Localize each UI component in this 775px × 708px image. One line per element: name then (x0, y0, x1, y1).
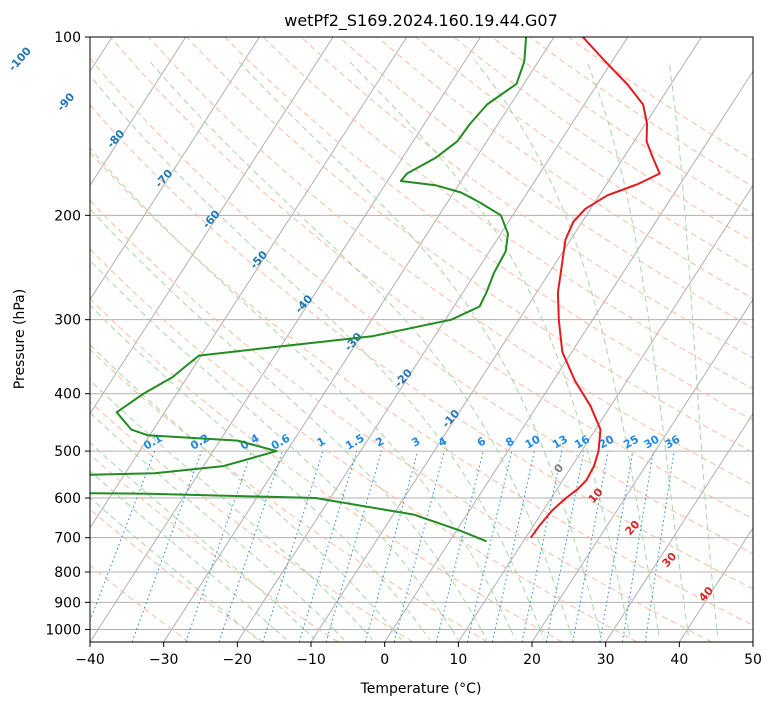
mixing-ratio-line (364, 450, 419, 642)
moist-adiabat-line (90, 412, 345, 640)
isotherm-line (90, 37, 481, 642)
isotherm-line (90, 37, 187, 187)
dewpoint-line (90, 37, 528, 543)
dry-adiabat-line (90, 400, 414, 642)
dry-adiabat-line (90, 57, 753, 555)
y-tick-label: 600 (54, 491, 81, 507)
mixing-ratio-line (599, 451, 634, 642)
dry-adiabat-line (338, 37, 753, 329)
y-tick-label: 900 (54, 595, 81, 611)
moist-adiabat-line (90, 379, 373, 640)
x-tick-label: 40 (670, 652, 688, 668)
moist-adiabat-line (475, 61, 661, 640)
isotherm-line (752, 641, 753, 642)
isotherm-line (90, 37, 408, 529)
plot-frame (89, 36, 754, 643)
dry-adiabat-line (110, 37, 753, 520)
y-axis-title: Pressure (hPa) (12, 289, 28, 389)
mixing-ratio-line (262, 450, 324, 642)
moist-adiabat-line (90, 497, 258, 640)
dry-adiabat-line (224, 37, 753, 421)
moist-adiabat-line (90, 147, 516, 640)
dry-adiabat-line (262, 37, 753, 390)
moist-adiabat-line (90, 208, 488, 640)
y-tick-label: 700 (54, 531, 81, 547)
dry-adiabat-line (90, 348, 488, 642)
y-tick-label: 200 (54, 208, 81, 224)
moist-adiabat-line (586, 61, 690, 640)
mixing-ratio-line (621, 451, 654, 642)
moist-adiabat-line (668, 61, 719, 640)
x-tick-label: 20 (523, 652, 541, 668)
x-tick-label: −20 (223, 652, 253, 668)
y-tick-label: 1000 (45, 622, 81, 638)
moist-adiabat-line (90, 304, 431, 640)
isotherm-label: -90 (54, 90, 77, 114)
x-tick-label: −40 (75, 652, 105, 668)
x-axis-title: Temperature (°C) (360, 681, 482, 697)
x-tick-label: 10 (449, 652, 467, 668)
moist-adiabat-line (349, 61, 632, 640)
moist-adiabat-line (90, 442, 316, 640)
dry-adiabat-line (568, 37, 753, 161)
mixing-ratio-line (298, 450, 358, 642)
dry-adiabat-line (90, 248, 638, 642)
isotherm-line (236, 37, 629, 642)
chart-title: wetPf2_S169.2024.160.19.44.G07 (284, 11, 558, 31)
y-tick-label: 500 (54, 444, 81, 460)
dry-adiabat-line (90, 199, 712, 642)
mixing-ratio-line (521, 450, 563, 642)
isotherm-line (90, 37, 260, 301)
isotherm-line (90, 37, 334, 415)
moist-adiabat-line (90, 470, 287, 640)
dry-adiabat-line (90, 104, 753, 590)
mixing-ratio-line (644, 451, 675, 642)
isotherm-label: -100 (6, 44, 34, 73)
y-tick-label: 800 (54, 565, 81, 581)
dry-adiabat-line (90, 151, 753, 626)
x-tick-label: 50 (744, 652, 762, 668)
moist-adiabat-line (238, 61, 603, 640)
dry-adiabat-line (90, 298, 563, 642)
moist-adiabat-line (149, 61, 574, 640)
plot-background (90, 37, 753, 642)
isotherm-line (531, 298, 753, 642)
y-tick-label: 100 (54, 30, 81, 46)
y-tick-label: 300 (54, 313, 81, 329)
dry-adiabat-line (90, 508, 264, 642)
isotherm-line (384, 70, 753, 642)
isotherm-line (678, 526, 753, 642)
mixing-ratio-line (393, 450, 445, 642)
profile-lines (90, 37, 661, 543)
mixing-ratio-line (572, 451, 609, 642)
isotherm-line (457, 184, 753, 642)
x-tick-label: −10 (296, 652, 326, 668)
axis-ticks: −40 −30 −20 −10 0 10 20 30 40 50 100 200 300 400 500 60… (45, 30, 762, 668)
temperature-line (529, 37, 661, 539)
moist-adiabat-line (90, 259, 459, 640)
isotherm-line (605, 412, 753, 642)
isotherm-line (163, 37, 555, 642)
dry-adiabat-line (148, 37, 753, 486)
y-tick-label: 400 (54, 387, 81, 403)
mixing-ratio-line (545, 451, 585, 642)
x-tick-label: 0 (380, 652, 389, 668)
moist-adiabat-line (90, 344, 402, 640)
moist-adiabat-line (90, 74, 545, 640)
x-tick-label: 30 (597, 652, 615, 668)
mixing-ratio-line (218, 450, 283, 642)
background-lines (90, 37, 753, 642)
dry-adiabat-line (300, 37, 753, 359)
x-tick-label: −30 (149, 652, 179, 668)
mixing-ratio-line (467, 450, 513, 642)
mixing-ratio-line (491, 450, 535, 642)
mixing-ratio-line (435, 450, 484, 642)
mixing-ratio-line (325, 450, 382, 642)
